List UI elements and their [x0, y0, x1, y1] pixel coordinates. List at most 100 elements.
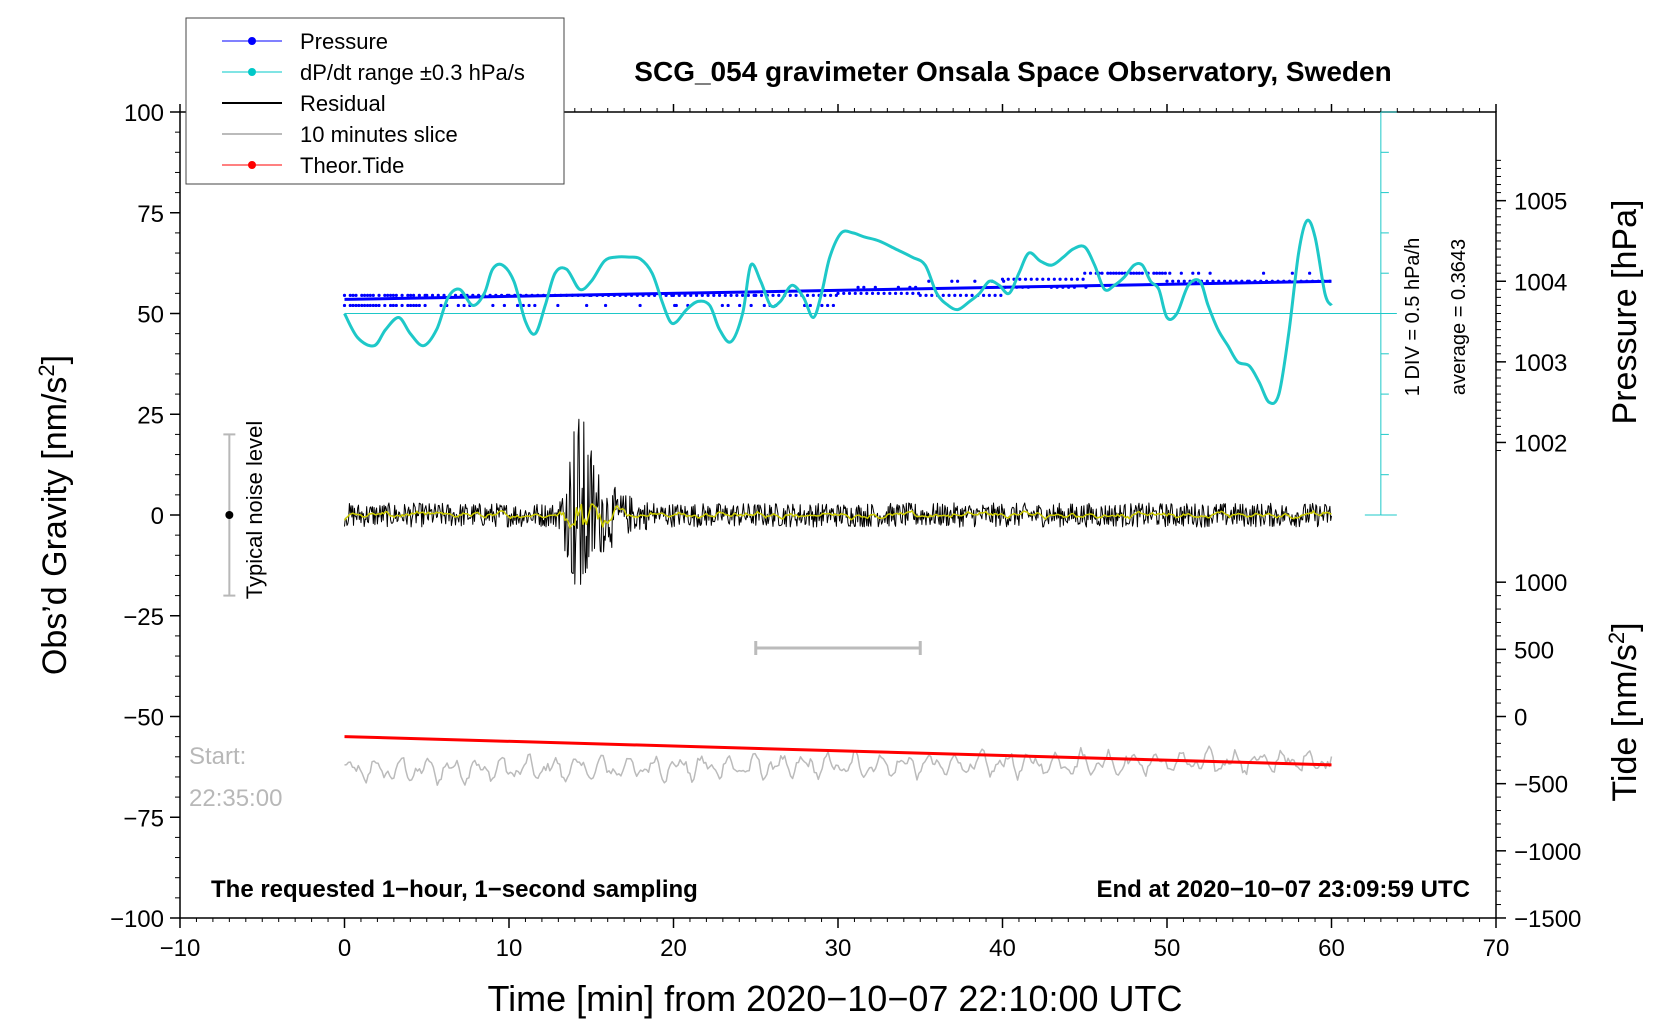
- pressure-dot: [456, 303, 460, 308]
- pressure-dot: [362, 293, 367, 297]
- pressure-dot: [842, 291, 846, 295]
- pressure-dot: [354, 293, 358, 297]
- start-time: 22:35:00: [189, 785, 282, 812]
- pressure-dot: [417, 293, 421, 297]
- pressure-dot: [354, 303, 358, 308]
- pressure-dot: [462, 303, 466, 308]
- legend: Pressure dP/dt range ±0.3 hPa/s Residual…: [185, 17, 565, 185]
- pressure-dot: [788, 293, 792, 297]
- pressure-dot: [930, 293, 934, 297]
- pressure-dot: [1081, 277, 1085, 281]
- pressure-dot: [1083, 271, 1087, 275]
- legend-label-residual: Residual: [300, 91, 386, 116]
- pressure-dot: [417, 303, 421, 308]
- pressure-dot: [999, 293, 1003, 297]
- pressure-dot: [351, 293, 355, 297]
- pressure-dot: [1075, 277, 1079, 281]
- pressure-dot: [1308, 271, 1312, 275]
- pressure-dot: [515, 303, 520, 308]
- noise-level-label: Typical noise level: [242, 421, 267, 600]
- tide-tick-label: 1000: [1514, 570, 1567, 597]
- pressure-dot: [388, 303, 393, 308]
- x-tick-label: 70: [1483, 935, 1510, 962]
- pressure-dot: [388, 293, 393, 297]
- pressure-dot: [820, 303, 824, 308]
- pressure-dot: [1088, 271, 1093, 275]
- pressure-dot: [1058, 277, 1062, 281]
- noise-center-dot: [225, 511, 234, 519]
- pressure-dot: [973, 279, 977, 283]
- pressure-dot: [981, 293, 986, 297]
- dpdt-scale-bar: [344, 111, 1397, 516]
- pressure-dot: [1023, 277, 1028, 281]
- pressure-dot: [964, 293, 968, 297]
- pressure-dot: [823, 293, 827, 297]
- pressure-dot: [674, 303, 678, 308]
- pressure-dot: [1106, 271, 1110, 275]
- pressure-dot: [414, 303, 418, 308]
- pressure-dot: [1290, 271, 1294, 275]
- pressure-dot: [400, 303, 404, 308]
- y-tick-label: 50: [137, 302, 164, 329]
- pressure-dot: [1155, 271, 1159, 275]
- pressure-dot: [873, 285, 877, 289]
- y-tick-label: −100: [110, 906, 164, 933]
- pressure-dot: [862, 285, 866, 289]
- pressure-dot: [1171, 279, 1175, 283]
- pressure-dot: [406, 293, 410, 297]
- pressure-dot: [411, 293, 416, 297]
- pressure-dot: [706, 293, 710, 297]
- legend-label-tide: Theor.Tide: [300, 153, 404, 178]
- y-axis-label-tide-sup: 2: [1604, 632, 1629, 644]
- pressure-dot: [383, 293, 387, 297]
- legend-label-slice: 10 minutes slice: [300, 122, 458, 147]
- pressure-dot: [1035, 277, 1039, 281]
- pressure-dot: [947, 293, 951, 297]
- pressure-dot: [400, 293, 404, 297]
- pressure-dot: [383, 303, 387, 308]
- pressure-dot: [720, 303, 724, 308]
- y-axis-label-gravity-end: ]: [36, 355, 74, 364]
- pressure-dot: [847, 291, 852, 295]
- pressure-dot: [1261, 271, 1266, 275]
- pressure-dot: [1114, 271, 1118, 275]
- pressure-dot: [357, 303, 361, 308]
- pressure-dot: [853, 291, 857, 295]
- y-axis-label-tide: Tide [nm/s2]: [1604, 622, 1644, 801]
- pressure-dot: [425, 293, 429, 297]
- pressure-dot: [888, 291, 892, 295]
- sampling-note: The requested 1−hour, 1−second sampling: [211, 876, 698, 903]
- residual-series: [344, 418, 1332, 585]
- tide-tick-label: −500: [1514, 772, 1568, 799]
- dpdt-line: [343, 218, 1333, 406]
- start-label: Start:: [189, 743, 246, 770]
- pressure-dot: [411, 303, 416, 308]
- pressure-dot: [385, 293, 390, 297]
- pressure-dot: [351, 303, 355, 308]
- chart-title: SCG_054 gravimeter Onsala Space Observat…: [634, 56, 1391, 87]
- pressure-dot: [805, 293, 810, 297]
- y-axis-label-gravity-sup: 2: [34, 364, 59, 376]
- pressure-dot: [759, 293, 764, 297]
- pressure-dot: [899, 291, 903, 295]
- y-axis-tide: 1000 500 0 −500 −1000 −1500: [1496, 570, 1581, 933]
- pressure-dot: [911, 291, 915, 295]
- pressure-dot: [368, 293, 372, 297]
- pressure-dot: [377, 293, 381, 297]
- pressure-dot: [749, 303, 753, 308]
- pressure-dot: [1196, 271, 1201, 275]
- pressure-dot: [1132, 271, 1136, 275]
- pressure-dot: [927, 279, 931, 283]
- pressure-dot: [638, 303, 642, 308]
- pressure-dot: [1064, 277, 1068, 281]
- pressure-dot: [556, 303, 560, 308]
- x-tick-label: 20: [660, 935, 687, 962]
- pressure-dot: [374, 303, 378, 308]
- slice-series: [344, 745, 1333, 786]
- y-tick-label: −50: [123, 705, 164, 732]
- pressure-dot: [726, 303, 730, 308]
- pressure-dot: [491, 303, 495, 308]
- pressure-dot: [394, 303, 398, 308]
- slice-width-bar: [754, 640, 922, 655]
